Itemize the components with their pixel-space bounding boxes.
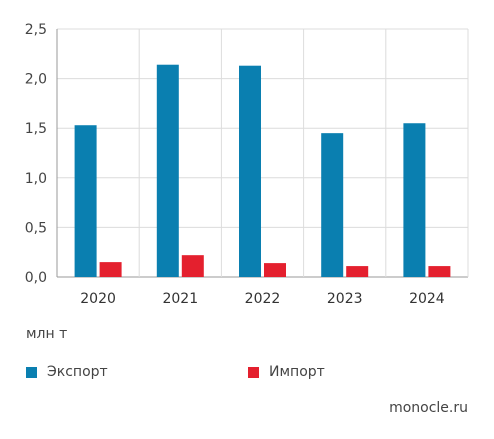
legend-swatch-import: [248, 366, 259, 378]
bar-import-2022: [264, 263, 286, 277]
x-tick-label: 2023: [327, 291, 363, 307]
bar-export-2021: [156, 64, 179, 277]
bar-export-2022: [239, 65, 261, 277]
bar-import-2024: [428, 266, 451, 277]
bar-export-2023: [321, 133, 344, 277]
bar-export-2024: [403, 123, 426, 278]
x-tick-label: 2021: [162, 291, 198, 307]
bar-import-2020: [99, 262, 122, 277]
legend-item-export: Экспорт: [26, 364, 108, 380]
unit-label: млн т: [26, 326, 68, 342]
legend-item-import: Импорт: [248, 364, 325, 380]
legend-label-export: Экспорт: [47, 364, 108, 380]
source-credit: monocle.ru: [389, 400, 468, 416]
y-tick-label: 1,0: [25, 171, 47, 187]
y-tick-label: 2,5: [25, 22, 47, 38]
y-tick-label: 0,0: [25, 270, 47, 286]
x-tick-label: 2022: [245, 291, 281, 307]
bar-export-2020: [74, 125, 97, 277]
bar-import-2023: [346, 266, 369, 277]
bar-import-2021: [181, 255, 204, 277]
y-tick-label: 0,5: [25, 220, 47, 236]
legend-label-import: Импорт: [269, 364, 325, 380]
bar-chart: 0,0 0,5 1,0 1,5 2,0 2,5 2020 2021 2022 2023 2024: [25, 22, 469, 307]
legend-swatch-export: [26, 366, 37, 378]
x-tick-label: 2024: [409, 291, 445, 307]
x-tick-label: 2020: [80, 291, 116, 307]
y-tick-label: 2,0: [25, 72, 47, 88]
y-tick-label: 1,5: [25, 121, 47, 137]
